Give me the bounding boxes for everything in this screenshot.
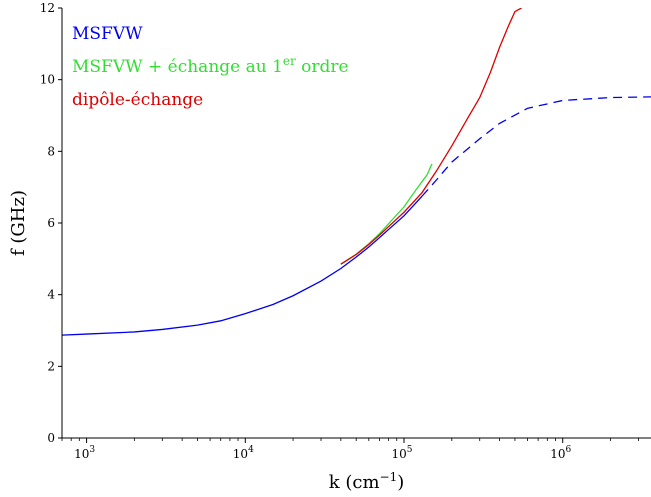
y-tick-label: 6 (47, 216, 55, 230)
legend-entry-1: MSFVW + échange au 1er ordre (72, 54, 349, 77)
plot-lines (62, 8, 651, 336)
y-tick-label: 8 (47, 144, 55, 158)
y-tick-label: 0 (47, 431, 55, 445)
y-tick-label: 10 (40, 73, 55, 87)
series-line-0 (62, 195, 423, 336)
y-tick-label: 2 (47, 359, 55, 373)
legend-entry-2: dipôle-échange (72, 90, 203, 110)
x-tick-label: 104 (233, 445, 254, 461)
series-line-2 (340, 8, 522, 265)
y-tick-label: 12 (40, 1, 55, 15)
x-axis-label: k (cm−1) (329, 470, 405, 493)
x-tick-label: 103 (74, 445, 95, 461)
x-tick-label: 105 (391, 445, 412, 461)
series-line-1 (340, 163, 433, 265)
y-tick-label: 4 (47, 288, 55, 302)
x-tick-label: 106 (550, 445, 571, 461)
legend: MSFVW MSFVW + échange au 1er ordre dipôle-… (72, 24, 349, 110)
y-axis-label: f (GHz) (8, 190, 29, 256)
legend-entry-0: MSFVW (72, 24, 143, 44)
series-line-0-dashed (421, 96, 651, 197)
